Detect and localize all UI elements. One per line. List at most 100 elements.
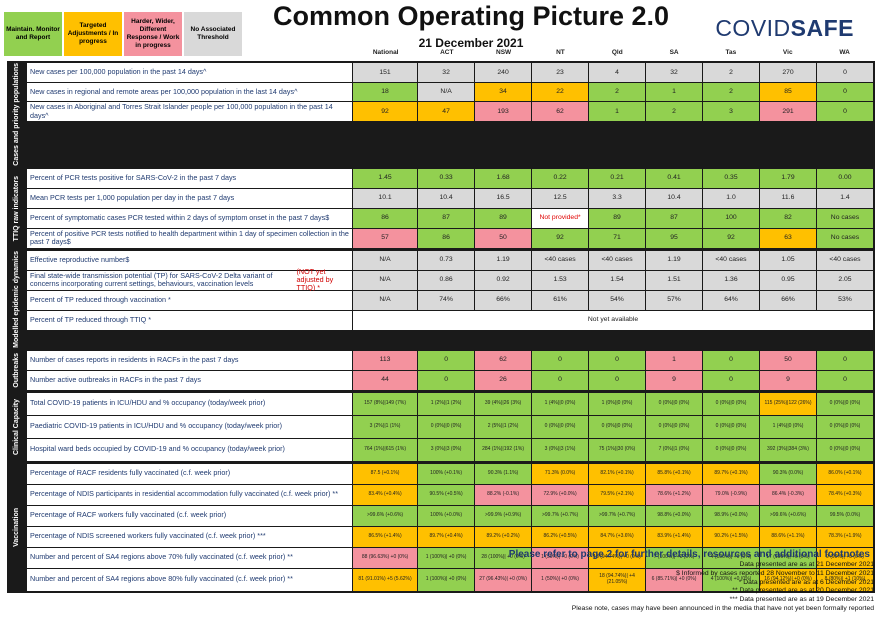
value-cell-national: 764 (1%)|615 (1%) — [353, 438, 418, 461]
indicator-label: Percentage of RACF residents fully vacci… — [27, 463, 352, 484]
indicator-row: New cases in Aboriginal and Torres Strai… — [27, 102, 873, 121]
value-cell-wa: 0 (0%)|0 (0%) — [816, 438, 873, 461]
value-cell-national: 81 (91.01%) +5 (5.62%) — [353, 568, 418, 591]
value-cell-national: 86.5% (+1.4%) — [353, 526, 418, 547]
value-cell-national: N/A — [353, 250, 418, 270]
section: Vaccination Percentage of RACF residents … — [7, 463, 873, 591]
value-cell-nt: 1 (4%)|0 (0%) — [532, 392, 589, 415]
section: Outbreaks Number of cases reports in resi… — [7, 350, 873, 390]
value-cell-nt: 3 (0%)|3 (1%) — [532, 438, 589, 461]
value-cell-qld: 3.3 — [589, 188, 646, 208]
legend-amber: Targeted Adjustments / In progress — [64, 12, 122, 56]
value-cell-nsw: 0.92 — [475, 270, 532, 290]
value-cell-tas: <40 cases — [703, 250, 759, 270]
indicator-board: Cases and priority populations New cases … — [7, 61, 875, 593]
value-cell-nt: <40 cases — [532, 250, 589, 270]
value-cell-sa: 32 — [646, 63, 703, 82]
value-cell-qld: <40 cases — [589, 250, 646, 270]
value-cell-tas: 4 (100%)| +0 (0%) — [703, 547, 759, 568]
indicator-label: Percentage of NDIS participants in resid… — [27, 484, 352, 505]
value-cell-qld: 0 — [589, 370, 646, 390]
value-cell-act: 47 — [418, 102, 475, 121]
value-cell-qld: 2 — [589, 83, 646, 101]
value-cell-act: 0 (0%)|0 (0%) — [418, 415, 475, 438]
value-cell-national: 157 (8%)|149 (7%) — [353, 392, 418, 415]
section: Clinical Capacity Total COVID-19 patients… — [7, 392, 873, 461]
value-cell-nsw: 26 — [475, 370, 532, 390]
value-cell-qld: >99.7% (+0.7%) — [589, 505, 646, 526]
footnote: ** Data presented are as at 20 December … — [732, 587, 874, 595]
value-cell-wa: No cases — [816, 208, 873, 228]
value-cell-sa: 1 — [646, 350, 703, 370]
value-cell-tas: 100 — [703, 208, 759, 228]
value-cell-vic: 0.95 — [760, 270, 816, 290]
footnotes: Data presented are as at 21 December 202… — [572, 561, 874, 614]
footer-reference: Please refer to page 2 for further detai… — [508, 549, 870, 560]
value-cell-act: 87 — [418, 208, 475, 228]
value-cell-tas: 0 (0%)|0 (0%) — [703, 392, 759, 415]
indicator-row: Effective reproductive number$ N/A 0.73 1.1… — [27, 250, 873, 270]
value-cell-sa: 0.41 — [646, 168, 703, 188]
col-national: National — [372, 49, 399, 56]
value-cell-vic: 17 (100%)| +0 (0%) — [760, 547, 816, 568]
section-label: Clinical Capacity — [7, 392, 27, 461]
value-cell-wa: 0 — [816, 350, 873, 370]
value-cell-vic: 1.05 — [760, 250, 816, 270]
value-cell-sa: 87 — [646, 208, 703, 228]
footnote: * Data presented are as at 6 December 20… — [738, 578, 874, 586]
value-cell-vic: 115 (25%)|122 (26%) — [760, 392, 816, 415]
value-cell-qld: 0 (0%)|0 (0%) — [589, 415, 646, 438]
col-wa: WA — [839, 49, 850, 56]
value-cell-nt: 1 (50%)| +0 (0%) — [532, 547, 589, 568]
value-cell-wa: 0 (0%)|0 (0%) — [816, 415, 873, 438]
value-cell-nt: >99.7% (+0.7%) — [532, 505, 589, 526]
value-cell-wa: <40 cases — [816, 250, 873, 270]
indicator-label: Number of cases reports in residents in … — [27, 350, 352, 370]
value-cell-act: 1 (100%)| +0 (0%) — [418, 568, 475, 591]
footnote: *** Data presented are as at 19 December… — [729, 596, 874, 604]
indicator-label: Mean PCR tests per 1,000 population per … — [27, 188, 352, 208]
indicator-row: Total COVID-19 patients in ICU/HDU and %… — [27, 392, 873, 415]
value-cell-sa: 1 — [646, 83, 703, 101]
value-cell-vic: >99.6% (+0.6%) — [760, 505, 816, 526]
value-cell-national: 86 — [353, 208, 418, 228]
indicator-row: Number and percent of SA4 regions above … — [27, 568, 873, 591]
value-cell-nsw: 16.5 — [475, 188, 532, 208]
section-label: Outbreaks — [7, 350, 27, 390]
value-cell-tas: 0.35 — [703, 168, 759, 188]
value-cell-qld: 1.54 — [589, 270, 646, 290]
indicator-row: Percent of symptomatic cases PCR tested … — [27, 208, 873, 228]
indicator-row: Percentage of NDIS screened workers full… — [27, 526, 873, 547]
value-cell-wa: 53% — [816, 290, 873, 310]
value-cell-nsw: 28 (100%)| +0 (0%) — [475, 547, 532, 568]
value-cell-tas: 0 — [703, 350, 759, 370]
value-cell-qld: 0.21 — [589, 168, 646, 188]
col-nt: NT — [556, 49, 565, 56]
value-cell-qld: 18 (94.74%)| +0 (0%) — [589, 547, 646, 568]
value-cell-nt: Not provided* — [532, 208, 589, 228]
value-cell-tas: 0 — [703, 370, 759, 390]
value-cell-nt: 12.5 — [532, 188, 589, 208]
indicator-row: Mean PCR tests per 1,000 population per … — [27, 188, 873, 208]
section-label: TTIQ raw indicators — [7, 168, 27, 248]
col-tas: Tas — [725, 49, 737, 56]
value-cell-nsw: 284 (1%)|192 (1%) — [475, 438, 532, 461]
indicator-label: Total COVID-19 patients in ICU/HDU and %… — [27, 392, 352, 415]
value-cell-vic: 66% — [760, 290, 816, 310]
value-cell-act: 86 — [418, 228, 475, 248]
indicator-row: Percentage of NDIS participants in resid… — [27, 484, 873, 505]
value-cell-sa: 98.8% (+0.0%) — [646, 505, 703, 526]
value-cell-vic: 392 (3%)|384 (3%) — [760, 438, 816, 461]
value-cell-act: 100% (+0.1%) — [418, 463, 475, 484]
value-cell-national: 92 — [353, 102, 418, 121]
indicator-label: Percent of PCR tests positive for SARS-C… — [27, 168, 352, 188]
section: Cases and priority populations New cases … — [7, 63, 873, 166]
value-cell-vic: 86.4% (-0.3%) — [760, 484, 816, 505]
not-yet-available-cell: Not yet available — [353, 310, 873, 330]
value-cell-national: 113 — [353, 350, 418, 370]
value-cell-sa: 10.4 — [646, 188, 703, 208]
value-cell-qld: 54% — [589, 290, 646, 310]
value-cell-qld: 71 — [589, 228, 646, 248]
value-cell-national: 88 (96.63%) +0 (0%) — [353, 547, 418, 568]
value-cell-nsw: 193 — [475, 102, 532, 121]
